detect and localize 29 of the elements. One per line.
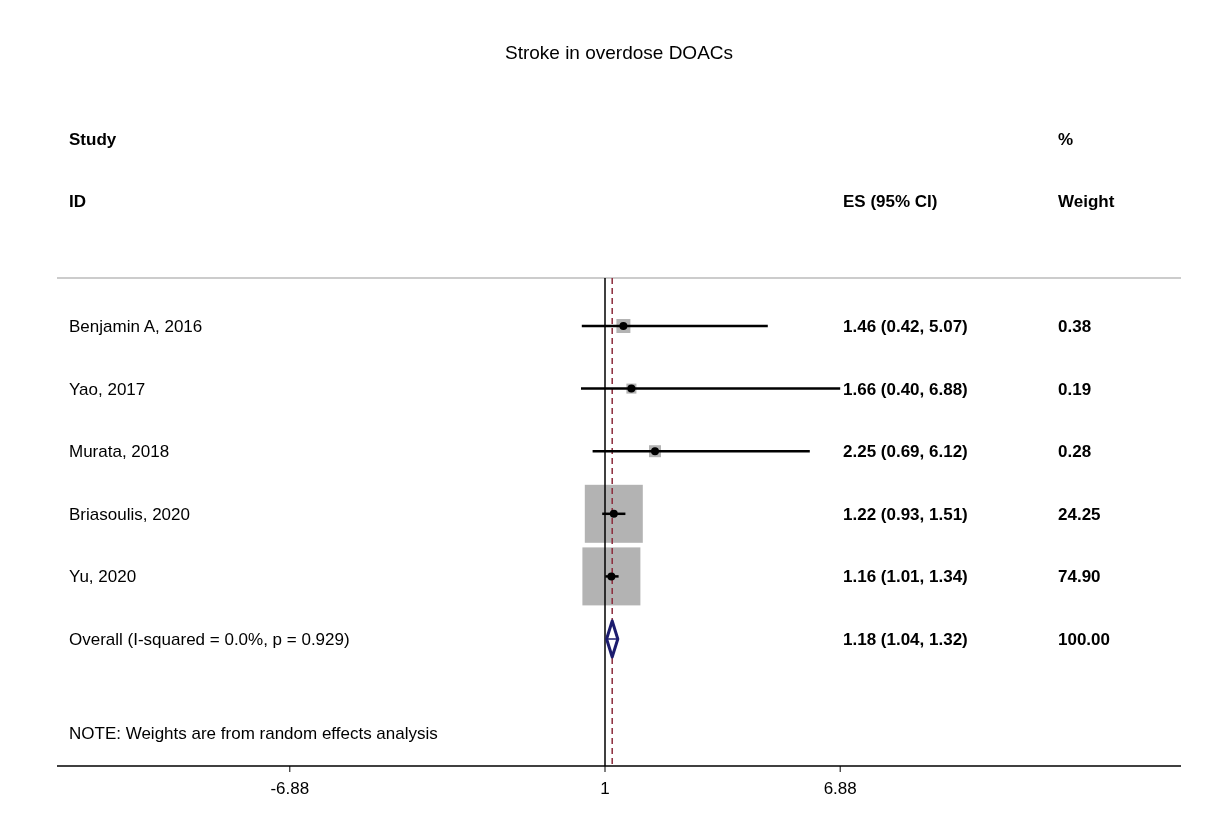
annotation: 2.25 (0.69, 6.12) [843, 442, 968, 462]
annotation: 100.00 [1058, 629, 1110, 649]
text: ID [69, 191, 86, 211]
x-tick-label: 1 [600, 778, 610, 798]
annotation: 0.19 [1058, 379, 1092, 399]
annotation: 1.18 (1.04, 1.32) [843, 629, 968, 649]
text: Study [69, 129, 117, 149]
annotation: 74.90 [1058, 567, 1101, 587]
y-tick-label: Benjamin A, 2016 [69, 316, 203, 336]
y-tick-label: Yao, 2017 [69, 379, 146, 399]
chart-title: Stroke in overdose DOACs [504, 41, 734, 63]
x-tick-label: -6.88 [270, 778, 310, 798]
annotation: 1.46 (0.42, 5.07) [843, 316, 968, 336]
y-tick-label: Murata, 2018 [69, 442, 170, 462]
y-tick-label: Briasoulis, 2020 [69, 504, 190, 524]
annotation: 1.22 (0.93, 1.51) [843, 504, 968, 524]
annotation: 24.25 [1058, 504, 1101, 524]
point [609, 509, 618, 518]
annotation: 0.28 [1058, 442, 1092, 462]
annotation: 1.66 (0.40, 6.88) [843, 379, 968, 399]
y-tick-label: Overall (I-squared = 0.0%, p = 0.929) [69, 629, 350, 649]
annotation: 1.16 (1.01, 1.34) [843, 567, 968, 587]
y-tick-label: Yu, 2020 [69, 567, 137, 587]
text: NOTE: Weights are from random effects analysis [69, 723, 438, 743]
text: % [1058, 129, 1074, 149]
text: Weight [1058, 191, 1115, 211]
text: ES (95% CI) [843, 191, 938, 211]
annotation: 0.38 [1058, 316, 1092, 336]
x-tick-label: 6.88 [823, 778, 857, 798]
